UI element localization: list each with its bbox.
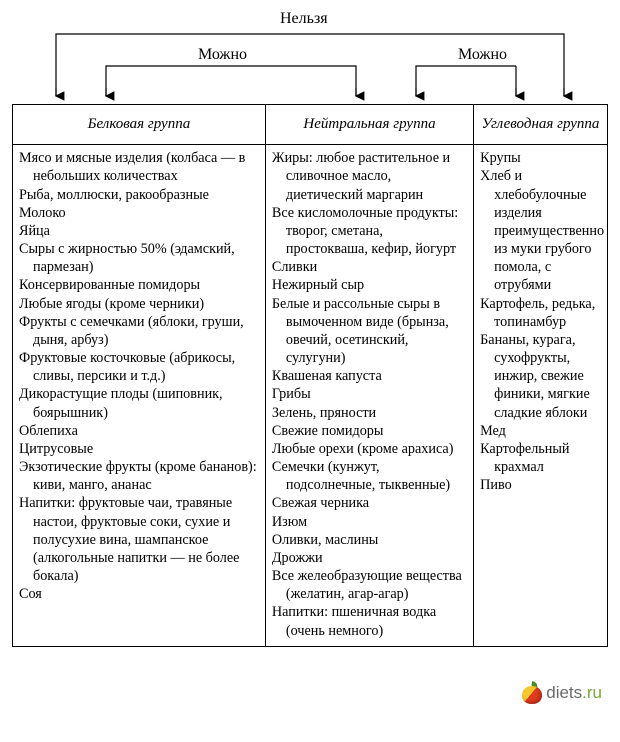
- logo-text: diets.ru: [546, 683, 602, 703]
- list-item: Облепиха: [19, 422, 259, 440]
- list-item: Нежирный сыр: [272, 276, 467, 294]
- list-item: Яйца: [19, 222, 259, 240]
- logo-tld: .ru: [582, 683, 602, 702]
- list-item: Консервированные помидоры: [19, 276, 259, 294]
- list-item: Квашеная капуста: [272, 367, 467, 385]
- header-protein: Белковая группа: [13, 105, 266, 145]
- apple-icon: [522, 682, 542, 704]
- list-item: Белые и рассольные сыры в вымоченном вид…: [272, 295, 467, 368]
- label-mozhno-left: Можно: [196, 46, 249, 64]
- list-item: Все кисломолочные продукты: творог, смет…: [272, 204, 467, 259]
- list-item: Цитрусовые: [19, 440, 259, 458]
- label-mozhno-right: Можно: [456, 46, 509, 64]
- list-item: Свежая черника: [272, 494, 467, 512]
- list-item: Напитки: пшеничная водка (очень немного): [272, 603, 467, 639]
- cell-neutral: Жиры: любое растительное и сливочное мас…: [265, 145, 473, 647]
- list-item: Рыба, моллюски, ракообразные: [19, 186, 259, 204]
- list-item: Картофельный крахмал: [480, 440, 601, 476]
- list-item: Фрукты с семечками (яблоки, груши, дыня,…: [19, 313, 259, 349]
- list-item: Картофель, редька, топинамбур: [480, 295, 601, 331]
- list-item: Мясо и мясные изделия (колбаса — в небол…: [19, 149, 259, 185]
- list-item: Дикорастущие плоды (шиповник, боярышник): [19, 385, 259, 421]
- site-logo: diets.ru: [518, 680, 606, 706]
- list-item: Молоко: [19, 204, 259, 222]
- header-carb: Углеводная группа: [474, 105, 608, 145]
- list-item: Жиры: любое растительное и сливочное мас…: [272, 149, 467, 204]
- list-item: Фруктовые косточковые (абрикосы, сливы, …: [19, 349, 259, 385]
- list-item: Сыры с жирностью 50% (эдамский, пармезан…: [19, 240, 259, 276]
- list-item: Экзотические фрукты (кроме бананов): кив…: [19, 458, 259, 494]
- list-item: Хлеб и хлебобулочные изделия преимуществ…: [480, 167, 601, 294]
- label-nelzya: Нельзя: [278, 10, 330, 28]
- list-item: Все желеобразующие вещества (желатин, аг…: [272, 567, 467, 603]
- list-item: Свежие помидоры: [272, 422, 467, 440]
- table-body-row: Мясо и мясные изделия (колбаса — в небол…: [13, 145, 608, 647]
- compatibility-diagram: Нельзя Можно Можно: [16, 8, 604, 100]
- cell-carb: КрупыХлеб и хлебобулочные изделия преиму…: [474, 145, 608, 647]
- list-item: Бананы, курага, сухофрукты, инжир, свежи…: [480, 331, 601, 422]
- list-item: Соя: [19, 585, 259, 603]
- list-item: Изюм: [272, 513, 467, 531]
- food-groups-table: Белковая группа Нейтральная группа Углев…: [12, 104, 608, 647]
- list-item: Крупы: [480, 149, 601, 167]
- logo-host: diets: [546, 683, 582, 702]
- list-item: Любые ягоды (кроме черники): [19, 295, 259, 313]
- list-item: Напитки: фруктовые чаи, травяные настои,…: [19, 494, 259, 585]
- list-item: Любые орехи (кроме арахиса): [272, 440, 467, 458]
- list-item: Мед: [480, 422, 601, 440]
- list-item: Пиво: [480, 476, 601, 494]
- list-item: Зелень, пряности: [272, 404, 467, 422]
- list-item: Семечки (кунжут, подсолнечные, тыквенные…: [272, 458, 467, 494]
- list-item: Грибы: [272, 385, 467, 403]
- list-item: Оливки, маслины: [272, 531, 467, 549]
- header-neutral: Нейтральная группа: [265, 105, 473, 145]
- list-item: Дрожжи: [272, 549, 467, 567]
- cell-protein: Мясо и мясные изделия (колбаса — в небол…: [13, 145, 266, 647]
- table-header-row: Белковая группа Нейтральная группа Углев…: [13, 105, 608, 145]
- list-item: Сливки: [272, 258, 467, 276]
- page: Нельзя Можно Можно Белковая группа Нейтр…: [0, 0, 620, 742]
